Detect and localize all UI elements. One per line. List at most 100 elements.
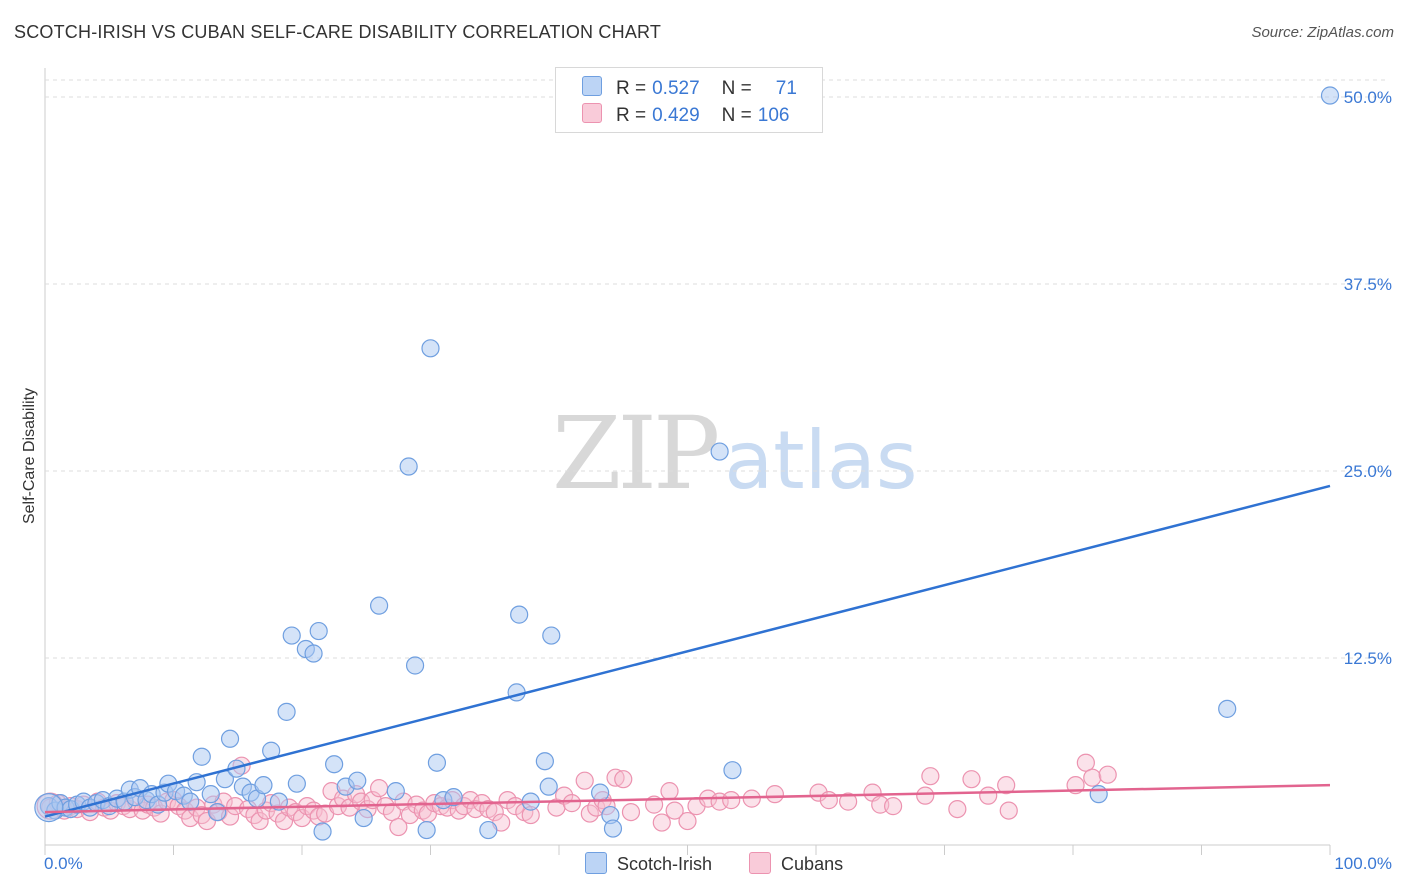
trend-lines <box>44 484 1331 818</box>
scotch-irish-point <box>313 822 332 841</box>
scotch-irish-point <box>192 747 211 766</box>
legend-n-value: 71 <box>775 78 797 99</box>
scotch-irish-point <box>370 596 389 615</box>
scotch-irish-point <box>591 783 610 802</box>
y-tick-label: 25.0% <box>1344 462 1392 481</box>
cubans-point <box>621 802 641 822</box>
tick-labels: 12.5% 25.0% 37.5% 50.0% 0.0% 100.0% <box>44 88 1392 873</box>
cubans-point <box>575 771 594 790</box>
legend-r-value: 0.527 <box>652 78 700 99</box>
scotch-irish-point <box>603 819 623 838</box>
cubans-point <box>660 782 679 801</box>
scotch-irish-point <box>304 644 323 663</box>
x-tick-label: 100.0% <box>1334 854 1392 873</box>
y-tick-label: 12.5% <box>1344 649 1392 668</box>
scotch-irish-point <box>254 776 273 795</box>
chart-title: SCOTCH-IRISH VS CUBAN SELF-CARE DISABILI… <box>14 22 662 42</box>
legend-item-cubans: Cubans <box>749 852 843 875</box>
cubans-point <box>997 776 1016 795</box>
scotch-irish-point <box>421 339 440 358</box>
cubans-point <box>921 767 940 786</box>
scotch-irish-point <box>405 656 425 675</box>
cubans-point <box>839 792 858 811</box>
stats-legend: R = 0.527 N = 71 R = 0.429 N = 106 <box>555 67 823 133</box>
cubans-point <box>665 801 684 820</box>
cubans-point <box>1076 753 1095 772</box>
watermark-zip: ZIP <box>552 395 720 512</box>
scotch-irish-point <box>444 788 463 807</box>
cubans-points <box>36 753 1117 837</box>
scotch-irish-points <box>34 86 1340 841</box>
legend-n-label: N = <box>721 78 752 99</box>
legend-row-scotch-irish: R = 0.527 N = 71 <box>582 76 797 100</box>
series-legend: Scotch-Irish Cubans <box>585 852 875 875</box>
watermark-atlas: atlas <box>724 414 918 507</box>
scotch-irish-point <box>282 626 301 645</box>
y-tick-label: 37.5% <box>1344 275 1392 294</box>
cubans-point <box>722 791 741 810</box>
cubans-point <box>916 786 935 805</box>
scotch-irish-point <box>417 820 436 840</box>
cubans-point <box>948 799 967 819</box>
scotch-irish-point <box>208 802 227 822</box>
cubans-point <box>1098 765 1117 784</box>
scotch-irish-point <box>181 792 200 811</box>
scotch-irish-point <box>539 777 558 796</box>
legend-row-cubans: R = 0.429 N = 106 <box>582 103 789 127</box>
legend-label-scotch-irish: Scotch-Irish <box>617 854 713 874</box>
cubans-point <box>999 801 1018 820</box>
cubans-point <box>389 817 408 837</box>
scotch-irish-point <box>277 702 296 721</box>
legend-label-cubans: Cubans <box>781 854 844 874</box>
x-tick-label: 0.0% <box>44 854 83 873</box>
cubans-point <box>962 770 981 789</box>
cubans-point <box>614 770 633 789</box>
cubans-trend-line <box>44 783 1331 814</box>
scotch-irish-point <box>723 761 742 780</box>
scotch-irish-point <box>348 771 367 790</box>
legend-item-scotch-irish: Scotch-Irish <box>585 852 712 875</box>
scotch-irish-point <box>399 457 418 476</box>
scotch-irish-point <box>201 785 220 804</box>
cubans-point <box>250 811 269 831</box>
scotch-irish-point <box>1089 785 1108 804</box>
cubans-point <box>652 813 671 832</box>
scotch-irish-point <box>34 792 64 823</box>
y-axis-label: Self-Care Disability <box>21 388 38 524</box>
legend-r-value: 0.429 <box>652 105 700 126</box>
scotch-irish-trend-line <box>44 484 1331 818</box>
scotch-irish-point <box>386 782 405 801</box>
scotch-irish-point <box>542 626 561 645</box>
cubans-point <box>883 797 903 816</box>
scotch-irish-point <box>427 753 447 772</box>
cubans-point <box>678 811 697 831</box>
cubans-point <box>370 779 389 798</box>
scotch-irish-point <box>309 621 328 641</box>
y-tick-label: 50.0% <box>1344 88 1392 107</box>
scotch-irish-point <box>535 752 554 771</box>
cubans-point <box>765 785 784 804</box>
source-label: Source: ZipAtlas.com <box>1251 24 1394 41</box>
cubans-point <box>1083 768 1102 787</box>
watermark: ZIP atlas <box>552 395 918 512</box>
scotch-irish-point <box>325 755 344 774</box>
legend-n-value: 106 <box>757 105 790 126</box>
scotch-irish-point <box>1218 699 1237 718</box>
cubans-point <box>606 768 625 787</box>
scotch-irish-point <box>354 808 373 828</box>
legend-swatch-blue <box>582 76 602 96</box>
scotch-irish-point <box>507 683 526 702</box>
legend-n-label: N = <box>721 105 752 126</box>
scotch-irish-point <box>710 442 729 461</box>
scotch-irish-point <box>220 729 240 748</box>
legend-r-label: R = <box>616 105 647 126</box>
scotch-irish-point <box>1320 86 1340 105</box>
cubans-point <box>562 794 581 813</box>
legend-swatch-pink <box>749 852 772 874</box>
cubans-point <box>979 786 998 805</box>
legend-r-label: R = <box>616 78 647 99</box>
scotch-irish-point <box>510 605 529 624</box>
scotch-irish-point <box>287 774 306 793</box>
scotch-irish-point <box>479 820 498 840</box>
